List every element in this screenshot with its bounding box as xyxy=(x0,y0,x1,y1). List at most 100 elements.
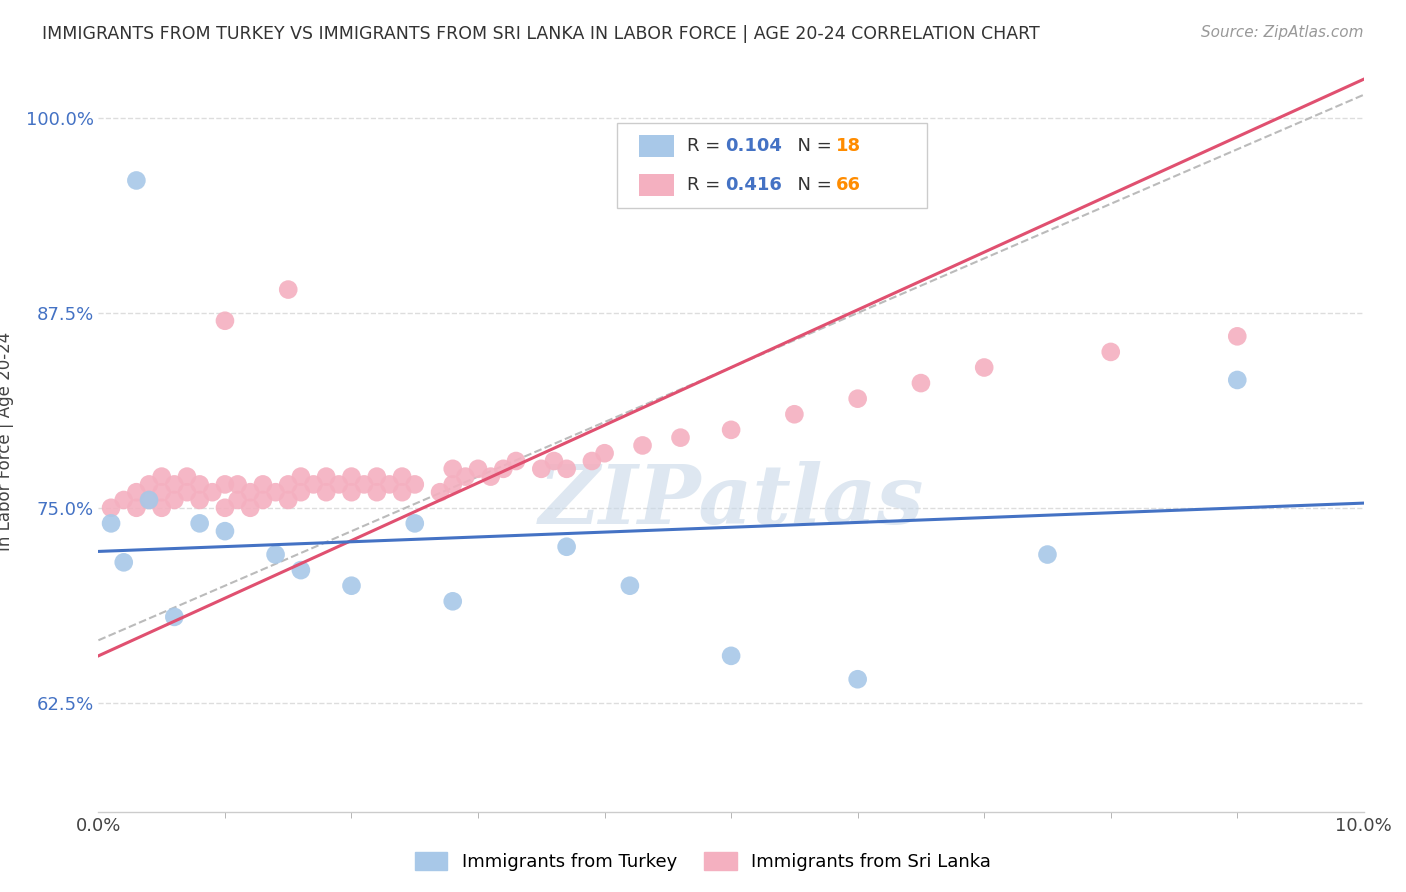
Point xyxy=(340,579,363,593)
Point xyxy=(1226,373,1249,387)
Point xyxy=(239,485,262,500)
Text: 0.104: 0.104 xyxy=(725,137,782,155)
Text: R =: R = xyxy=(686,177,725,194)
Point xyxy=(631,438,654,452)
Point xyxy=(505,454,527,468)
FancyBboxPatch shape xyxy=(617,123,928,209)
Point xyxy=(201,485,224,500)
Point xyxy=(315,485,337,500)
Point xyxy=(264,485,287,500)
Point xyxy=(100,516,122,531)
Text: 66: 66 xyxy=(837,177,860,194)
Point xyxy=(555,540,578,554)
Point xyxy=(783,407,806,421)
Point xyxy=(188,493,211,508)
Text: Source: ZipAtlas.com: Source: ZipAtlas.com xyxy=(1201,25,1364,40)
Text: N =: N = xyxy=(786,177,837,194)
Point xyxy=(125,173,148,187)
Y-axis label: In Labor Force | Age 20-24: In Labor Force | Age 20-24 xyxy=(0,332,14,551)
Point xyxy=(441,594,464,608)
Point xyxy=(252,493,274,508)
Point xyxy=(467,462,489,476)
Point xyxy=(973,360,995,375)
Point xyxy=(479,469,502,483)
Text: 0.416: 0.416 xyxy=(725,177,782,194)
Point xyxy=(176,485,198,500)
Point xyxy=(112,555,135,569)
Point xyxy=(619,579,641,593)
Point xyxy=(188,477,211,491)
Point xyxy=(290,469,312,483)
Point xyxy=(277,493,299,508)
Point xyxy=(543,454,565,468)
Point xyxy=(530,462,553,476)
Point xyxy=(163,477,186,491)
Point xyxy=(441,462,464,476)
Point xyxy=(720,648,742,663)
FancyBboxPatch shape xyxy=(638,174,675,196)
Point xyxy=(391,485,413,500)
Point xyxy=(366,469,388,483)
Point xyxy=(366,485,388,500)
Point xyxy=(492,462,515,476)
Text: 18: 18 xyxy=(837,137,862,155)
Point xyxy=(391,469,413,483)
Point xyxy=(239,500,262,515)
Point xyxy=(404,516,426,531)
Point xyxy=(163,493,186,508)
Point xyxy=(1226,329,1249,343)
Point xyxy=(226,477,249,491)
Text: ZIPatlas: ZIPatlas xyxy=(538,461,924,541)
Point xyxy=(720,423,742,437)
Point xyxy=(252,477,274,491)
Point xyxy=(112,493,135,508)
Point xyxy=(581,454,603,468)
Point xyxy=(188,516,211,531)
Point xyxy=(404,477,426,491)
Point xyxy=(290,485,312,500)
FancyBboxPatch shape xyxy=(638,136,675,157)
Point xyxy=(163,610,186,624)
Point xyxy=(593,446,616,460)
Point xyxy=(353,477,375,491)
Point xyxy=(176,469,198,483)
Legend: Immigrants from Turkey, Immigrants from Sri Lanka: Immigrants from Turkey, Immigrants from … xyxy=(408,845,998,879)
Point xyxy=(100,500,122,515)
Point xyxy=(214,477,236,491)
Point xyxy=(138,493,160,508)
Point xyxy=(378,477,401,491)
Point xyxy=(277,477,299,491)
Point xyxy=(150,469,173,483)
Point xyxy=(264,548,287,562)
Text: N =: N = xyxy=(786,137,837,155)
Point xyxy=(454,469,477,483)
Point xyxy=(138,477,160,491)
Point xyxy=(302,477,325,491)
Point xyxy=(340,485,363,500)
Point xyxy=(214,500,236,515)
Point xyxy=(441,477,464,491)
Point xyxy=(226,493,249,508)
Point xyxy=(125,485,148,500)
Point xyxy=(669,431,692,445)
Point xyxy=(429,485,451,500)
Point xyxy=(340,469,363,483)
Point xyxy=(125,500,148,515)
Point xyxy=(138,493,160,508)
Point xyxy=(214,314,236,328)
Point xyxy=(150,500,173,515)
Point xyxy=(846,672,869,686)
Point xyxy=(555,462,578,476)
Text: R =: R = xyxy=(686,137,725,155)
Text: IMMIGRANTS FROM TURKEY VS IMMIGRANTS FROM SRI LANKA IN LABOR FORCE | AGE 20-24 C: IMMIGRANTS FROM TURKEY VS IMMIGRANTS FRO… xyxy=(42,25,1040,43)
Point xyxy=(214,524,236,538)
Point xyxy=(1036,548,1059,562)
Point xyxy=(315,469,337,483)
Point xyxy=(150,485,173,500)
Point xyxy=(910,376,932,390)
Point xyxy=(846,392,869,406)
Point xyxy=(277,283,299,297)
Point xyxy=(1099,345,1122,359)
Point xyxy=(290,563,312,577)
Point xyxy=(328,477,350,491)
